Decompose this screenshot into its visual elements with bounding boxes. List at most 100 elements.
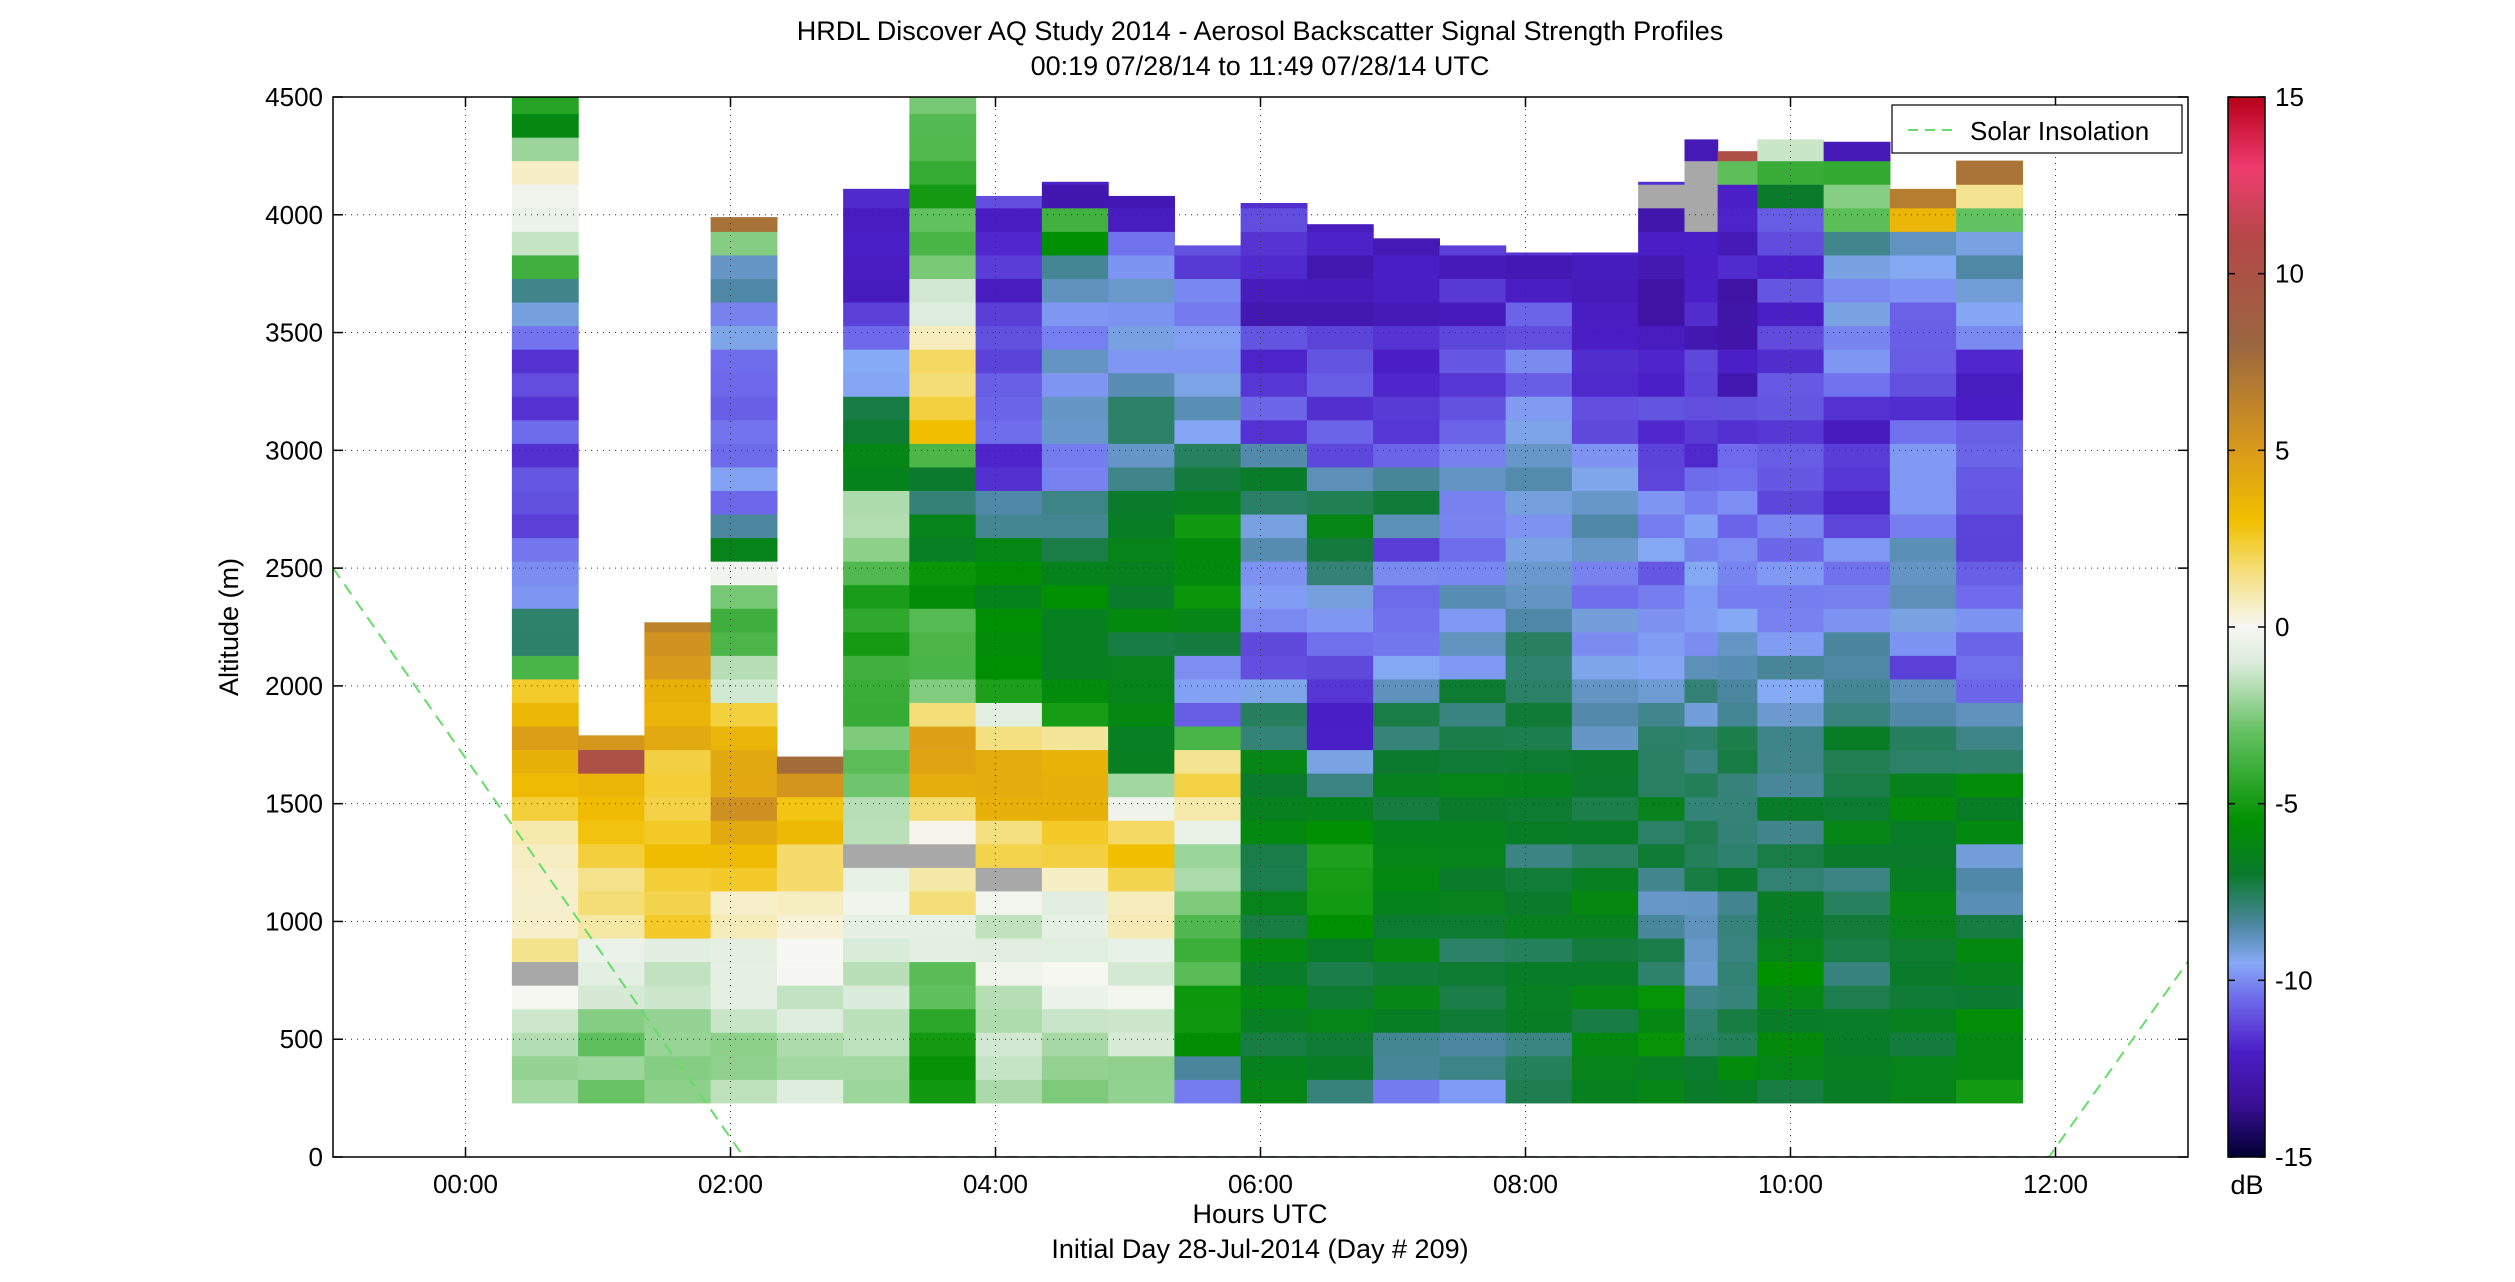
profile-cell — [1041, 184, 1109, 209]
profile-cell — [710, 584, 778, 609]
profile-cell — [1505, 278, 1573, 303]
profile-cell — [1717, 537, 1758, 562]
profile-cell — [1571, 914, 1639, 939]
profile-cell — [578, 749, 645, 774]
profile-cell — [1041, 914, 1109, 939]
profile-cell — [1174, 278, 1242, 303]
profile-cell — [1956, 490, 2023, 515]
profile-cell — [1108, 513, 1175, 539]
profile-cell — [776, 867, 844, 892]
profile-cell — [1505, 254, 1573, 279]
profile-cell — [1571, 466, 1639, 491]
profile-cell — [1174, 773, 1242, 798]
profile-cell — [1717, 985, 1758, 1010]
profile-cell — [1757, 1032, 1825, 1057]
legend: Solar Insolation — [1891, 104, 2183, 154]
profile-cell — [1638, 961, 1686, 986]
profile-cell — [1174, 396, 1242, 421]
profile-cell — [511, 773, 579, 798]
profile-cell — [1717, 160, 1758, 185]
profile-cell — [1041, 1032, 1109, 1057]
profile-cell — [1638, 349, 1686, 374]
profile-cell — [1571, 301, 1639, 327]
profile-cell — [1717, 561, 1758, 586]
profile-cell — [1439, 749, 1507, 774]
profile-cell — [578, 985, 645, 1010]
profile-cell — [776, 985, 844, 1010]
profile-cell — [1823, 820, 1891, 845]
profile-cell — [1306, 1032, 1374, 1057]
profile-cell — [1956, 184, 2023, 209]
profile-cell — [1174, 655, 1242, 680]
profile-cell — [1505, 608, 1573, 633]
profile-cell — [1306, 843, 1374, 868]
profile-cell — [909, 937, 977, 963]
profile-cell — [1174, 584, 1242, 609]
profile-cell — [1306, 914, 1374, 939]
profile-cell — [578, 773, 645, 798]
profile-cell — [1684, 207, 1719, 232]
profile-cell — [1889, 231, 1957, 256]
profile-cell — [1439, 254, 1507, 279]
profile-cell — [1571, 490, 1639, 515]
profile-cell — [1505, 796, 1573, 821]
profile-cell — [1041, 1008, 1109, 1033]
profile-cell — [975, 749, 1043, 774]
profile-cell — [1638, 796, 1686, 821]
profile-cell — [843, 914, 910, 939]
profile-cell — [710, 820, 778, 845]
profile-cell — [1373, 1055, 1440, 1080]
profile-cell — [1108, 443, 1175, 468]
profile-cell — [1889, 325, 1957, 350]
profile-cell — [644, 725, 712, 751]
profile-cell — [909, 278, 977, 303]
profile-cell — [1638, 749, 1686, 774]
profile-cell — [1174, 678, 1242, 703]
profile-cell — [1041, 396, 1109, 421]
profile-cell — [1717, 1032, 1758, 1057]
profile-cell — [776, 961, 844, 986]
profile-cell — [1108, 843, 1175, 868]
profile-cell — [843, 537, 910, 562]
profile-cell — [1638, 443, 1686, 468]
profile-cell — [909, 1032, 977, 1057]
profile-cell — [1823, 1008, 1891, 1033]
profile-cell — [975, 914, 1043, 939]
profile-cell — [1041, 820, 1109, 845]
profile-cell — [1956, 207, 2023, 232]
profile-cell — [1717, 325, 1758, 350]
profile-cell — [1306, 231, 1374, 256]
profile-cell — [1684, 254, 1719, 279]
profile-cell — [776, 843, 844, 868]
profile-cell — [1757, 396, 1825, 421]
profile-cell — [909, 749, 977, 774]
profile-cell — [1240, 466, 1308, 491]
profile-cell — [511, 372, 579, 397]
profile-cell — [1571, 584, 1639, 609]
profile-cell — [1956, 1032, 2023, 1057]
profile-cell — [843, 1008, 910, 1033]
profile-cell — [1505, 1055, 1573, 1080]
profile-cell — [975, 419, 1043, 444]
profile-cell — [1505, 843, 1573, 868]
profile-cell — [1823, 537, 1891, 562]
profile-cell — [1571, 443, 1639, 468]
profile-cell — [1108, 937, 1175, 963]
profile-cell — [1240, 749, 1308, 774]
profile-cell — [644, 914, 712, 939]
profile-cell — [511, 443, 579, 468]
profile-cell — [1240, 914, 1308, 939]
profile-cell — [1717, 1079, 1758, 1104]
legend-box — [1891, 104, 2183, 154]
profile-cell — [1638, 655, 1686, 680]
profile-cell — [909, 97, 977, 115]
profile-cell — [1306, 419, 1374, 444]
profile-cell — [1505, 890, 1573, 915]
profile-cell — [1373, 843, 1440, 868]
profile-cell — [1684, 702, 1719, 727]
profile-cell — [1717, 1055, 1758, 1080]
profile-cell — [1684, 537, 1719, 562]
profile-cell — [1889, 207, 1957, 232]
profile-cell — [1757, 372, 1825, 397]
profile-cell — [710, 985, 778, 1010]
